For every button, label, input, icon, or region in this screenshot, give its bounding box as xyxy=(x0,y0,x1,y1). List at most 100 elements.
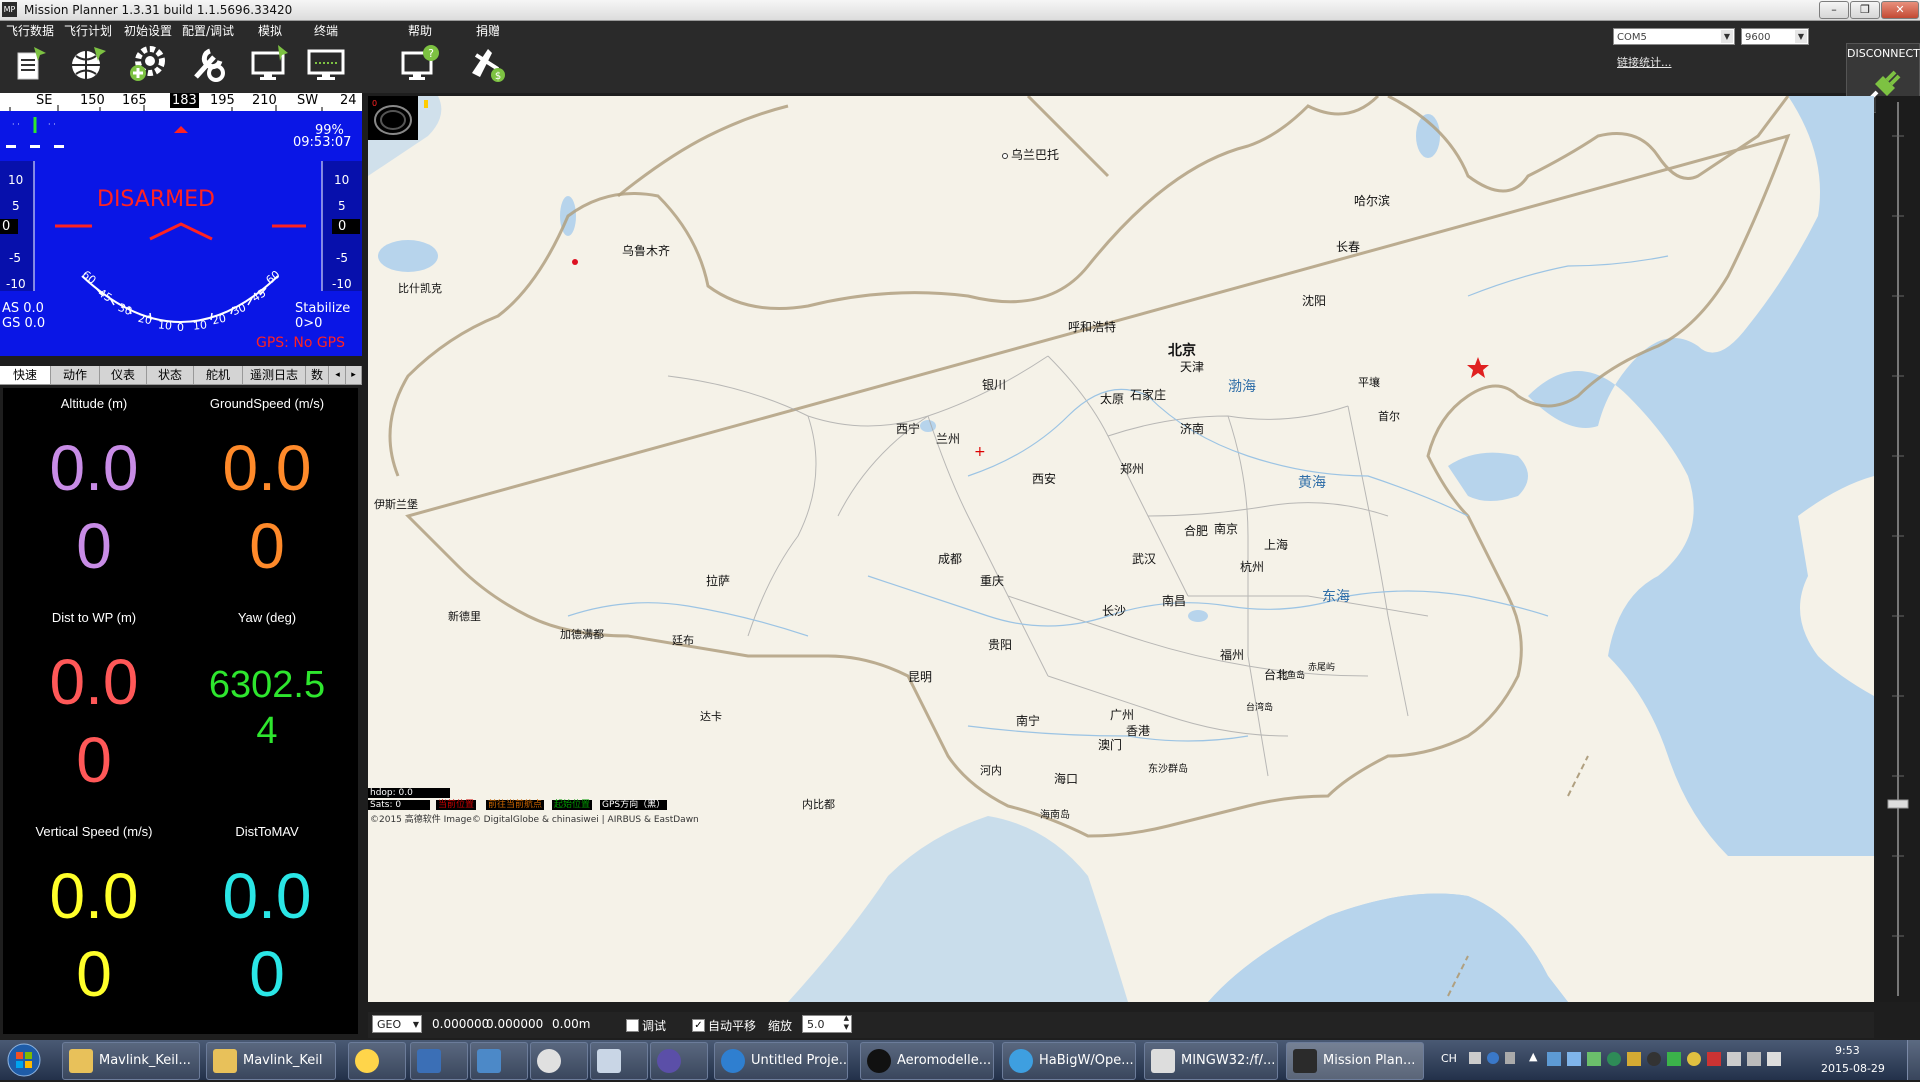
stepper-icon[interactable]: ▲ ▼ xyxy=(843,1014,849,1031)
tray-app-icon[interactable] xyxy=(1547,1052,1561,1066)
lng-readout: 0.000000 xyxy=(486,1017,544,1031)
city-guangzhou: 广州 xyxy=(1110,706,1134,723)
task-media-player[interactable] xyxy=(530,1042,588,1080)
task-calculator[interactable] xyxy=(590,1042,648,1080)
task-folder-1[interactable]: Mavlink_Keil... xyxy=(62,1042,200,1080)
show-desktop-button[interactable] xyxy=(1907,1040,1920,1080)
menu-donate[interactable]: 捐赠 $ xyxy=(458,23,518,91)
volume-icon[interactable] xyxy=(1767,1052,1781,1066)
tray-app-icon[interactable] xyxy=(1687,1052,1701,1066)
city-label: 北京 xyxy=(1168,343,1196,359)
task-explorer[interactable] xyxy=(410,1042,468,1080)
tray-app-icon[interactable] xyxy=(1707,1052,1721,1066)
city-label: 西宁 xyxy=(896,422,921,436)
menu-help[interactable]: 帮助 ? xyxy=(390,23,450,91)
tab-data[interactable]: 数 xyxy=(306,366,329,384)
roll-label: 10 xyxy=(192,318,208,333)
task-mission-planner[interactable]: Mission Plan... xyxy=(1286,1042,1424,1080)
zoom-slider[interactable] xyxy=(1876,96,1920,1002)
start-button[interactable] xyxy=(4,1042,44,1078)
task-folder-2[interactable]: Mavlink_Keil xyxy=(206,1042,336,1080)
quick-value: 0.0 xyxy=(222,860,312,932)
tray-app-icon[interactable] xyxy=(1567,1052,1581,1066)
zoom-thumb[interactable] xyxy=(1887,799,1909,809)
heading-tick: 165 xyxy=(122,93,147,108)
current-heading: 183 xyxy=(170,93,199,108)
network-status-icon[interactable] xyxy=(1747,1052,1761,1066)
debug-checkbox[interactable] xyxy=(626,1019,639,1032)
city-label: 郑州 xyxy=(1120,462,1145,476)
city-label: 澳门 xyxy=(1098,738,1123,752)
clock-date[interactable]: 2015-08-29 xyxy=(1821,1062,1885,1075)
baud-select[interactable]: 9600 ▼ xyxy=(1741,28,1809,45)
language-indicator[interactable]: CH xyxy=(1441,1052,1457,1065)
zoom-input[interactable]: 5.0 ▲ ▼ xyxy=(802,1014,852,1033)
tab-actions[interactable]: 动作 xyxy=(51,366,100,384)
task-network[interactable] xyxy=(470,1042,528,1080)
task-proteus[interactable]: Untitled Proje... xyxy=(714,1042,848,1080)
tab-scroll-left-icon[interactable]: ◂ xyxy=(330,366,346,384)
tray-app-icon[interactable] xyxy=(1607,1052,1621,1066)
options-icon[interactable] xyxy=(1505,1052,1515,1064)
keyboard-icon[interactable] xyxy=(1469,1052,1481,1064)
tab-servo[interactable]: 舵机 xyxy=(194,366,243,384)
city-nanning: 南宁 xyxy=(1016,712,1040,729)
menu-flight-plan[interactable]: 飞行计划 xyxy=(58,23,118,91)
task-ie[interactable]: HaBigW/Ope... xyxy=(1002,1042,1136,1080)
task-qq[interactable]: Aeromodelle... xyxy=(860,1042,994,1080)
tray-app-icon[interactable] xyxy=(1647,1052,1661,1066)
city-label: 长沙 xyxy=(1102,604,1127,618)
map-copyright: ©2015 高德软件 Image© DigitalGlobe & chinasi… xyxy=(370,815,699,825)
help-icon[interactable] xyxy=(1487,1052,1499,1064)
clock-time[interactable]: 9:53 xyxy=(1835,1044,1860,1057)
menu-simulation[interactable]: 模拟 xyxy=(240,23,300,91)
quick-vertical-speed[interactable]: Vertical Speed (m/s) 0.0 0 xyxy=(8,816,180,1028)
map-view[interactable]: 0 乌兰巴托 乌鲁木齐 哈尔滨 长春 沈阳 比什凯克 呼和浩特 北京 天津 平壤… xyxy=(368,96,1874,1002)
menu-terminal[interactable]: 终端 xyxy=(296,23,356,91)
quick-value-2: 0 xyxy=(249,510,285,582)
simulation-icon xyxy=(251,45,288,80)
quick-altitude[interactable]: Altitude (m) 0.0 0 xyxy=(8,388,180,600)
city-seoul: 首尔 xyxy=(1378,408,1400,424)
quick-label: Dist to WP (m) xyxy=(51,610,137,625)
city-kathmandu: 加德满都 xyxy=(560,626,604,642)
chevron-up-icon[interactable]: ▲ xyxy=(1529,1050,1538,1063)
app-icon: MP xyxy=(2,2,17,17)
crosshair-icon: + xyxy=(974,444,986,460)
autopan-checkbox[interactable]: ✓ xyxy=(692,1019,705,1032)
tray-app-icon[interactable] xyxy=(1587,1052,1601,1066)
menu-label: 终端 xyxy=(313,24,338,38)
tab-quick[interactable]: 快速 xyxy=(0,366,51,384)
city-taipei: 台北 xyxy=(1264,666,1288,683)
quick-yaw[interactable]: Yaw (deg) 6302.5 4 xyxy=(181,602,353,814)
city-label: 昆明 xyxy=(908,670,933,684)
tab-scroll-right-icon[interactable]: ▸ xyxy=(346,366,362,384)
system-tray: CH ▲ 9:53 2015-08-29 xyxy=(1435,1040,1920,1080)
task-mingw[interactable]: MINGW32:/f/... xyxy=(1144,1042,1278,1080)
quick-dist-to-wp[interactable]: Dist to WP (m) 0.0 0 xyxy=(8,602,180,814)
task-infinity[interactable] xyxy=(650,1042,708,1080)
port-select[interactable]: COM5 ▼ xyxy=(1613,28,1735,45)
tab-telemetry-logs[interactable]: 遥测日志 xyxy=(243,366,306,384)
tab-gauges[interactable]: 仪表 xyxy=(100,366,147,384)
city-guiyang: 贵阳 xyxy=(988,636,1012,653)
menu-config-tuning[interactable]: 配置/调试 xyxy=(178,23,238,91)
city-label: 太原 xyxy=(1100,392,1125,406)
minimize-icon[interactable]: – xyxy=(1819,1,1849,19)
coord-type-select[interactable]: GEO ▼ xyxy=(372,1015,422,1033)
menu-initial-setup[interactable]: 初始设置 xyxy=(118,23,178,91)
close-icon[interactable]: ✕ xyxy=(1881,1,1919,19)
restore-icon[interactable]: ❐ xyxy=(1850,1,1880,19)
task-search[interactable] xyxy=(348,1042,406,1080)
link-stats-link[interactable]: 链接统计... xyxy=(1617,56,1672,69)
menu-flight-data[interactable]: 飞行数据 xyxy=(0,23,60,91)
flag-icon[interactable] xyxy=(1727,1052,1741,1066)
tab-status[interactable]: 状态 xyxy=(147,366,194,384)
quick-groundspeed[interactable]: GroundSpeed (m/s) 0.0 0 xyxy=(181,388,353,600)
tray-app-icon[interactable] xyxy=(1667,1052,1681,1066)
quick-dist-to-mav[interactable]: DistToMAV 0.0 0 xyxy=(181,816,353,1028)
menu-label: 模拟 xyxy=(257,24,282,38)
tray-app-icon[interactable] xyxy=(1627,1052,1641,1066)
taskbar: Mavlink_Keil... Mavlink_Keil Untitled Pr… xyxy=(0,1040,1920,1080)
city-zhengzhou: 郑州 xyxy=(1120,460,1144,477)
